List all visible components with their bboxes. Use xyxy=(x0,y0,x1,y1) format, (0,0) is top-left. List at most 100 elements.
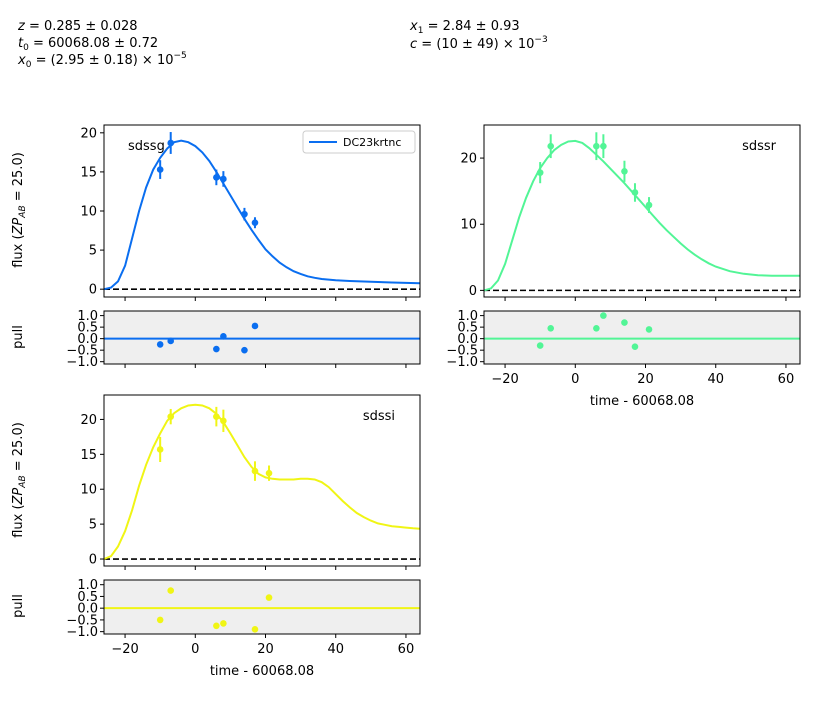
pull-ytick-label: 0.0 xyxy=(77,602,98,617)
pull-ytick-label: −1.0 xyxy=(66,625,98,640)
pull-ytick-label: 0.5 xyxy=(77,321,98,336)
pull-point xyxy=(536,342,544,349)
pull-ytick-label: 0.0 xyxy=(77,332,98,347)
data-point xyxy=(213,174,220,181)
data-point xyxy=(536,169,544,176)
ytick-label: 5 xyxy=(89,518,97,533)
xtick-label: 60 xyxy=(398,642,415,657)
pull-point xyxy=(600,312,607,319)
data-point xyxy=(251,467,259,475)
pull-ytick-label: 1.0 xyxy=(77,578,98,593)
legend: DC23krtnc xyxy=(302,130,416,154)
flux-axes-bg xyxy=(104,125,420,297)
legend-box xyxy=(302,130,416,154)
pull-ytick-label: 0.5 xyxy=(77,590,98,605)
xlabel-sdssi: time - 60068.08 xyxy=(210,664,314,679)
ytick-label: 15 xyxy=(80,165,97,180)
pull-point xyxy=(645,326,653,333)
ytick-label: 0 xyxy=(469,284,477,299)
panel-sdssi: 0 5 10 15 20 sdssi −1.0−0.50.00.51.0 −20 0 20 40 60 xyxy=(66,394,421,657)
data-point xyxy=(167,413,175,420)
pull-ytick-label: −1.0 xyxy=(446,355,478,370)
pull-point xyxy=(220,333,227,340)
pull-ytick-label: 1.0 xyxy=(457,309,478,324)
pull-ytick-label: −0.5 xyxy=(446,344,478,359)
band-label-sdssr: sdssr xyxy=(742,139,777,154)
ytick-label: 15 xyxy=(80,448,97,463)
xtick-label: −20 xyxy=(491,372,518,387)
xtick-label: 0 xyxy=(571,372,579,387)
pull-point xyxy=(156,341,164,348)
pull-ytick-label: 0.0 xyxy=(457,332,478,347)
ylabel-flux-top: flux (ZPAB = 25.0) xyxy=(11,152,28,268)
flux-axes-bg xyxy=(484,125,800,297)
param-x0: x0 = (2.95 ± 0.18) × 10−5 xyxy=(17,51,187,70)
ytick-label: 20 xyxy=(80,126,97,141)
pull-point xyxy=(167,587,175,594)
band-label-sdssi: sdssi xyxy=(363,409,395,424)
ylabel-pull-top: pull xyxy=(11,325,26,349)
ytick-label: 20 xyxy=(80,413,97,428)
pull-point xyxy=(265,594,273,601)
data-point xyxy=(241,210,248,218)
pull-point xyxy=(220,620,227,627)
flux-axes-frame xyxy=(103,394,421,567)
ytick-label: 0 xyxy=(89,553,97,568)
xtick-label: 20 xyxy=(637,372,654,387)
param-t0: t0 = 60068.08 ± 0.72 xyxy=(18,36,158,53)
pull-ytick-label: −0.5 xyxy=(66,344,98,359)
data-point xyxy=(631,189,639,196)
ylabel-pull-bottom: pull xyxy=(11,594,26,618)
data-point xyxy=(156,446,164,453)
data-point xyxy=(220,417,227,425)
panel-sdssg: 0 5 10 15 20 sdssg DC23krtnc −1.0−0.50.00.51.0 xyxy=(66,124,421,370)
data-point xyxy=(593,142,600,150)
pull-point xyxy=(631,343,639,351)
param-c: c = (10 ± 49) × 10−3 xyxy=(410,35,548,52)
ytick-label: 0 xyxy=(89,283,97,298)
model-curve-sdssg xyxy=(103,139,421,291)
pull-axes-frame xyxy=(103,310,421,365)
fit-parameters-left: z = 0.285 ± 0.028 t0 = 60068.08 ± 0.72 x… xyxy=(17,19,187,70)
param-z: z = 0.285 ± 0.028 xyxy=(17,19,138,34)
xtick-label: 60 xyxy=(778,372,795,387)
panel-sdssr: 0 10 20 sdssr −1.0−0.50.00.51.0 −20 0 20 40 60 xyxy=(446,124,801,387)
data-point xyxy=(213,413,220,420)
xtick-label: 20 xyxy=(257,642,274,657)
xtick-label: −20 xyxy=(111,642,138,657)
data-point xyxy=(167,139,175,147)
data-point xyxy=(220,175,227,183)
ytick-label: 10 xyxy=(80,483,97,498)
pull-point xyxy=(213,622,220,630)
param-x1: x1 = 2.84 ± 0.93 xyxy=(409,19,520,36)
ytick-label: 10 xyxy=(460,218,477,233)
xtick-label: 0 xyxy=(191,642,199,657)
data-point xyxy=(265,469,273,477)
ytick-label: 20 xyxy=(460,152,477,167)
pull-axes-frame xyxy=(103,579,421,635)
data-point xyxy=(547,142,555,150)
ylabel-flux-bottom: flux (ZPAB = 25.0) xyxy=(11,422,28,538)
pull-point xyxy=(213,345,220,353)
model-curve-sdssi xyxy=(103,403,421,560)
pull-axes-bg xyxy=(484,311,800,364)
flux-axes-bg xyxy=(104,395,420,566)
legend-label: DC23krtnc xyxy=(343,136,401,149)
band-label-sdssg: sdssg xyxy=(128,139,165,154)
data-point xyxy=(156,166,164,173)
model-curve-sdssr xyxy=(483,139,800,292)
flux-axes-frame xyxy=(483,124,801,298)
data-point xyxy=(621,168,628,175)
data-point xyxy=(600,142,607,150)
ytick-label: 5 xyxy=(89,244,97,259)
pull-point xyxy=(621,319,628,326)
pull-point xyxy=(593,324,600,332)
pull-point xyxy=(547,324,555,332)
fit-parameters-right: x1 = 2.84 ± 0.93 c = (10 ± 49) × 10−3 xyxy=(409,19,548,52)
data-point xyxy=(251,219,259,227)
pull-ytick-label: 1.0 xyxy=(77,309,98,324)
pull-point xyxy=(167,337,175,345)
xtick-label: 40 xyxy=(327,642,344,657)
pull-axes-frame xyxy=(483,310,801,365)
